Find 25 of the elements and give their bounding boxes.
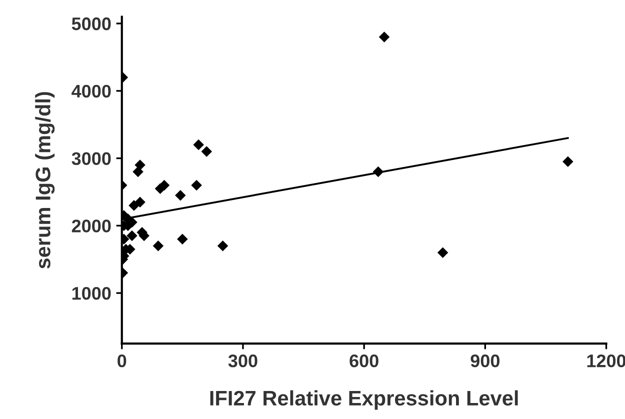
y-axis-title: serum IgG (mg/dl) [35,92,55,269]
y-tick-label: 1000 [72,286,111,300]
point [132,166,144,178]
point [378,32,390,42]
point [562,156,574,168]
x-tick-label: 0 [118,354,126,368]
x-axis-title: IFI27 Relative Expression Level [210,390,518,410]
point [126,230,138,242]
y-tick-label: 5000 [72,17,111,30]
y-tick-label: 2000 [72,220,111,232]
point [201,146,212,157]
y-tick-label: 4000 [72,84,111,98]
point [191,180,202,191]
x-tick-label: 300 [228,354,258,368]
x-tick-label: 900 [470,354,500,368]
point [193,139,204,150]
point [152,240,164,252]
point [128,200,140,211]
point [217,240,228,252]
x-tick-label: 600 [350,354,378,368]
point [372,166,384,178]
point [177,234,188,245]
point [437,247,448,258]
point [175,190,186,201]
y-tick-label: 3000 [72,152,111,166]
